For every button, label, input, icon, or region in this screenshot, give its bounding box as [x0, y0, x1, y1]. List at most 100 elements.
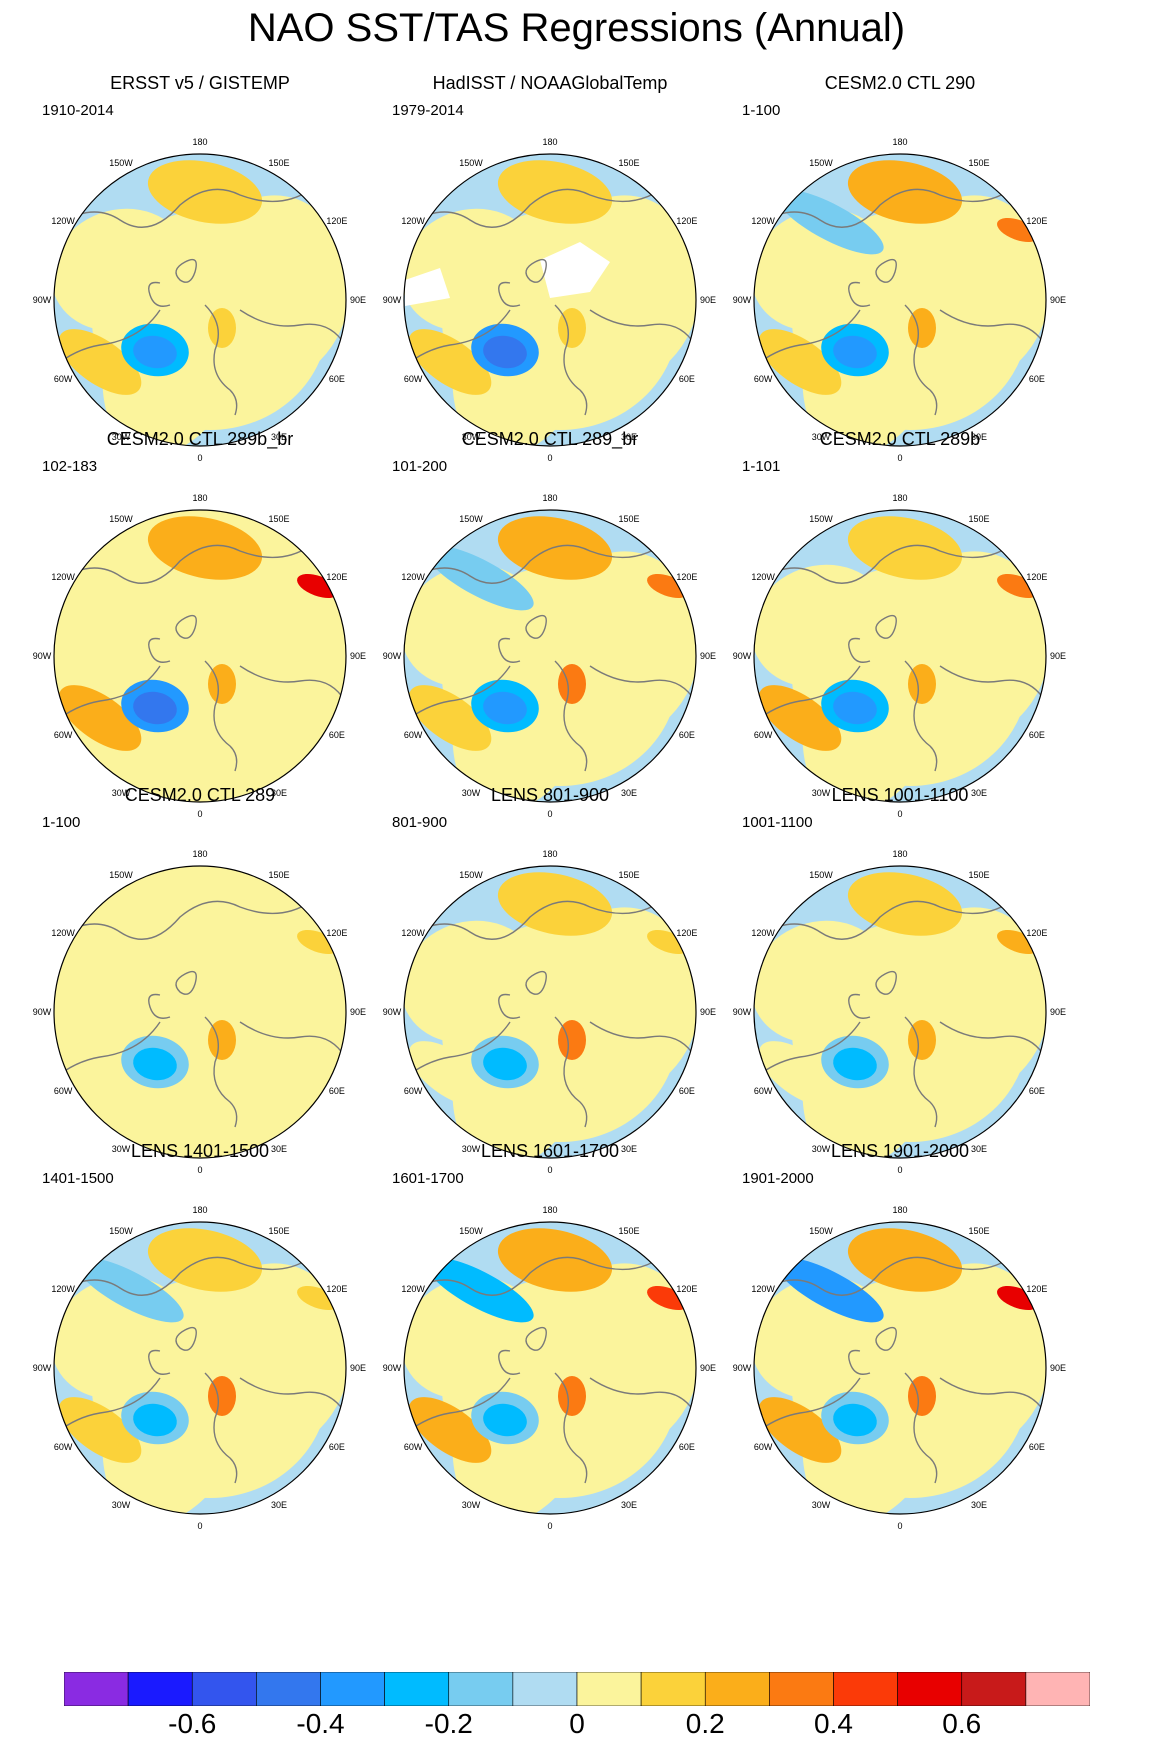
missing-data-patch [540, 242, 610, 298]
colorbar-label: 0.4 [814, 1708, 853, 1739]
longitude-label: 0 [897, 809, 902, 818]
longitude-label: 120W [751, 572, 775, 582]
panel-years: 1401-1500 [42, 1170, 114, 1187]
panel-years: 1901-2000 [742, 1170, 814, 1187]
panel-title: CESM2.0 CTL 289_br [461, 429, 639, 449]
map-panel: LENS 1901-2000 180 150E 120E 90E 60E 30E 0 30W 60… [710, 1140, 1090, 1530]
longitude-label: 120E [676, 572, 697, 582]
map-panel: LENS 801-900 180 150E 120E 90E 60E 30E 0 30W 60W 9… [360, 784, 740, 1174]
longitude-label: 60E [679, 1442, 695, 1452]
longitude-label: 90W [733, 1007, 752, 1017]
longitude-label: 180 [892, 137, 907, 147]
longitude-label: 180 [192, 1205, 207, 1215]
subtropical-atlantic-anomaly [408, 1041, 492, 1107]
colorbar-swatch [704, 1672, 770, 1706]
polar-map: 180 150E 120E 90E 60E 30E 0 30W 60W 90W 120W 150W [383, 849, 716, 1174]
panel-title: LENS 1901-2000 [830, 1141, 970, 1161]
longitude-label: 120E [1026, 572, 1047, 582]
longitude-label: 60W [404, 730, 423, 740]
polar-map: 180 150E 120E 90E 60E 30E 0 30W 60W 90W 120W 150W [33, 493, 366, 818]
colorbar-swatch [769, 1672, 834, 1706]
longitude-label: 120W [401, 928, 425, 938]
map-panel: HadISST / NOAAGlobalTemp 180 150E 120E 90E 60… [360, 72, 740, 462]
longitude-label: 90W [733, 1363, 752, 1373]
longitude-label: 30E [621, 1144, 637, 1154]
longitude-label: 30E [971, 788, 987, 798]
longitude-label: 60E [1029, 1086, 1045, 1096]
longitude-label: 30W [812, 1144, 831, 1154]
labrador-sea-anomaly [833, 1403, 877, 1437]
colorbar-label: -0.4 [296, 1708, 345, 1739]
longitude-label: 90W [383, 651, 402, 661]
longitude-label: 30W [462, 432, 481, 442]
longitude-label: 60E [329, 374, 345, 384]
longitude-label: 30W [112, 788, 131, 798]
longitude-label: 30E [271, 432, 287, 442]
map-panel: LENS 1601-1700 180 150E 120E 90E 60E 30E 0 30W 60… [360, 1140, 740, 1530]
longitude-label: 120E [676, 1284, 697, 1294]
longitude-label: 60E [1029, 1442, 1045, 1452]
longitude-label: 60E [329, 1086, 345, 1096]
longitude-label: 60W [754, 1086, 773, 1096]
longitude-label: 90W [33, 651, 52, 661]
north-america-land-field [54, 208, 189, 332]
longitude-label: 30E [621, 788, 637, 798]
longitude-label: 30E [971, 1500, 987, 1510]
longitude-label: 30W [112, 1144, 131, 1154]
colorbar-swatch [127, 1672, 193, 1706]
longitude-label: 150E [618, 870, 639, 880]
panel-title: LENS 1601-1700 [480, 1141, 620, 1161]
longitude-label: 150W [109, 1226, 133, 1236]
longitude-label: 120W [51, 572, 75, 582]
longitude-label: 60W [404, 374, 423, 384]
colorbar-swatch [640, 1672, 706, 1706]
colorbar-swatch [320, 1672, 385, 1706]
panel-years: 1910-2014 [42, 102, 114, 119]
colorbar-label: 0 [569, 1708, 585, 1739]
panel-title: ERSST v5 / GISTEMP [110, 73, 290, 93]
labrador-sea-anomaly [833, 335, 877, 369]
map-panel: LENS 1401-1500 180 150E 120E 90E 60E 30E 0 30W 60… [10, 1140, 390, 1530]
labrador-sea-anomaly [483, 1047, 527, 1081]
subtropical-atlantic-anomaly [758, 329, 842, 395]
longitude-label: 120E [326, 928, 347, 938]
longitude-label: 60W [404, 1086, 423, 1096]
longitude-label: 0 [897, 1521, 902, 1530]
longitude-label: 0 [547, 809, 552, 818]
polar-map: 180 150E 120E 90E 60E 30E 0 30W 60W 90W 120W 150W [33, 137, 366, 462]
longitude-label: 120W [51, 216, 75, 226]
longitude-label: 30E [271, 788, 287, 798]
map-border [53, 1221, 347, 1515]
labrador-sea-anomaly [833, 1047, 877, 1081]
panel-years: 801-900 [392, 814, 448, 831]
coastlines [54, 889, 346, 1128]
colorbar-swatch [256, 1672, 321, 1706]
longitude-label: 150W [809, 514, 833, 524]
longitude-label: 180 [542, 1205, 557, 1215]
polar-map: 180 150E 120E 90E 60E 30E 0 30W 60W 90W 120W 150W [33, 1205, 366, 1530]
subtropical-atlantic-anomaly [758, 685, 842, 751]
longitude-label: 90E [1050, 1363, 1066, 1373]
north-pacific-anomaly [147, 872, 263, 936]
map-border [403, 865, 697, 1159]
subtropical-atlantic-anomaly [408, 1397, 492, 1463]
longitude-label: 120W [401, 572, 425, 582]
labrador-sea-anomaly [133, 691, 177, 725]
map-border [403, 1221, 697, 1515]
missing-data-patch [405, 268, 450, 306]
aleutian-anomaly [76, 1257, 184, 1323]
north-pacific-anomaly [497, 516, 613, 580]
longitude-label: 30W [812, 432, 831, 442]
longitude-label: 30E [971, 432, 987, 442]
longitude-label: 150W [459, 514, 483, 524]
longitude-label: 120E [326, 1284, 347, 1294]
polar-map: 180 150E 120E 90E 60E 30E 0 30W 60W 90W 120W 150W [733, 137, 1066, 462]
north-pacific-anomaly [847, 1228, 963, 1292]
longitude-label: 150W [109, 158, 133, 168]
labrador-sea-anomaly [483, 691, 527, 725]
longitude-label: 30W [112, 1500, 131, 1510]
map-border [53, 153, 347, 447]
panel-title: LENS 1401-1500 [130, 1141, 270, 1161]
longitude-label: 0 [197, 809, 202, 818]
longitude-label: 180 [192, 493, 207, 503]
